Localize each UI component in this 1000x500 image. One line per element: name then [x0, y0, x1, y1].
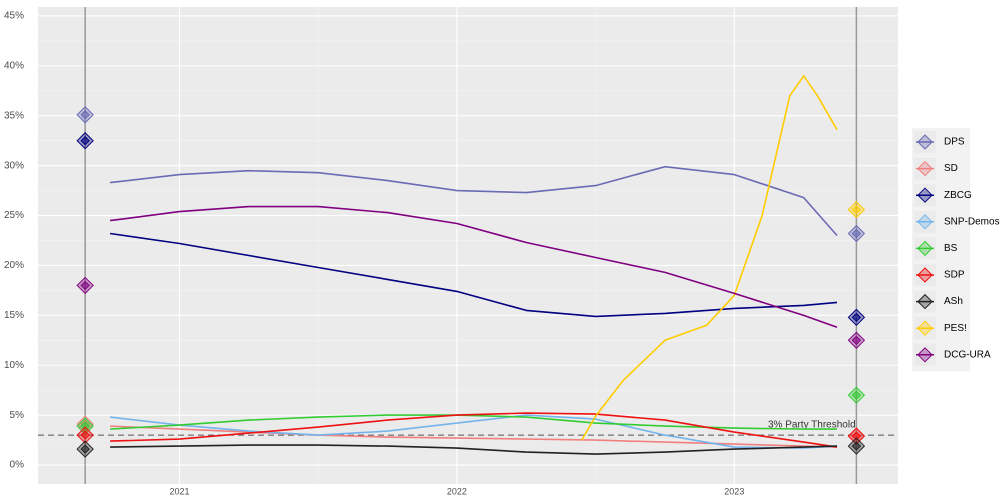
y-tick-label: 10% — [4, 360, 24, 371]
legend-key-marker — [917, 214, 933, 230]
legend-label: ZBCG — [944, 190, 972, 201]
trend-line — [109, 232, 838, 318]
legend-key-marker — [917, 347, 933, 363]
election-result-inner — [851, 431, 862, 441]
legend-label: SD — [944, 163, 958, 174]
election-result-inner — [851, 441, 862, 451]
y-tick-label: 15% — [4, 310, 24, 321]
legend: DPS SD ZBCG SNP-Demos BS SDP ASh PES! DCG-URA — [912, 128, 1000, 372]
legend-label: DPS — [944, 137, 965, 148]
trend-line — [109, 205, 838, 329]
legend-key-marker — [917, 267, 933, 283]
legend-label: SDP — [944, 270, 965, 281]
trend-line — [110, 412, 838, 448]
legend-key-marker — [917, 320, 933, 336]
trend-line — [110, 414, 838, 449]
legend-key-marker — [917, 240, 933, 257]
election-result-inner — [851, 390, 862, 400]
plot-panel — [38, 7, 898, 484]
y-tick-label: 20% — [4, 260, 24, 271]
y-tick-label: 5% — [10, 410, 25, 421]
election-result-inner — [80, 136, 90, 146]
legend-label: DCG-URA — [944, 349, 991, 360]
y-tick-label: 25% — [4, 210, 24, 221]
election-result-inner — [851, 228, 862, 239]
y-tick-label: 45% — [4, 11, 24, 22]
trend-line — [110, 414, 837, 430]
y-tick-label: 35% — [4, 110, 24, 121]
election-result-inner — [80, 280, 90, 291]
legend-key-marker — [917, 160, 933, 177]
election-result-inner — [80, 110, 90, 120]
legend-key-marker — [917, 187, 933, 203]
trend-line — [110, 165, 838, 237]
trend-line — [110, 425, 838, 448]
x-tick-label: 2022 — [447, 486, 467, 496]
x-tick-label: 2023 — [724, 486, 744, 496]
trend-line — [581, 75, 838, 441]
y-tick-label: 30% — [4, 160, 24, 171]
legend-label: PES! — [944, 323, 967, 334]
x-tick-label: 2021 — [169, 486, 189, 496]
legend-label: ASh — [944, 296, 963, 307]
election-result-inner — [851, 204, 862, 215]
election-result-inner — [851, 312, 862, 323]
legend-key-marker — [917, 293, 933, 310]
trend-line — [110, 444, 838, 455]
legend-label: BS — [944, 243, 958, 254]
election-result-inner — [80, 421, 90, 431]
election-result-inner — [851, 335, 862, 346]
election-result-inner — [80, 430, 90, 440]
y-tick-label: 40% — [4, 61, 24, 72]
legend-label: SNP-Demos — [944, 216, 1000, 227]
y-tick-label: 0% — [10, 460, 25, 471]
threshold-label: 3% Party Threshold — [768, 420, 856, 431]
legend-key-marker — [917, 134, 933, 150]
election-result-inner — [80, 444, 90, 454]
